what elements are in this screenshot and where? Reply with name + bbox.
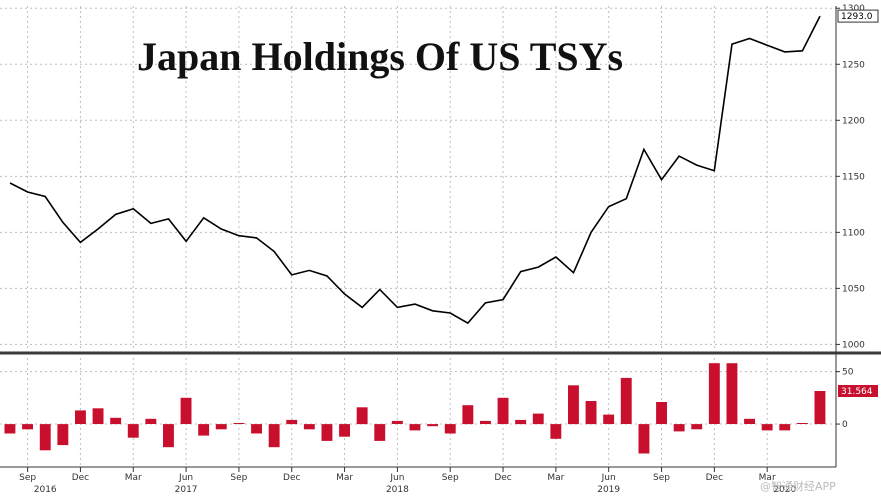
change-bar: [761, 424, 773, 431]
lower-grid: [0, 358, 836, 466]
change-bar: [515, 419, 527, 425]
change-bar: [233, 423, 245, 424]
change-bar: [532, 413, 544, 425]
x-year-label: 2016: [34, 485, 57, 495]
change-last-value-badge: 31.564: [838, 385, 878, 397]
change-bar: [180, 397, 192, 424]
change-bar: [374, 424, 386, 441]
change-bar: [656, 402, 667, 424]
change-bar: [480, 420, 491, 424]
change-bar: [22, 424, 33, 430]
upper-y-tick-label: 1200: [842, 116, 865, 126]
change-bar: [673, 424, 685, 432]
change-bar: [163, 424, 174, 448]
change-bar: [708, 363, 720, 424]
x-month-label: Dec: [72, 473, 89, 483]
change-bar: [620, 377, 632, 424]
x-month-label: Dec: [494, 473, 511, 483]
change-bar: [691, 424, 703, 430]
x-year-label: 2018: [386, 485, 409, 495]
x-month-label: Sep: [442, 473, 459, 483]
change-bar: [110, 417, 122, 425]
change-bar: [779, 424, 791, 431]
change-bar: [497, 397, 509, 424]
upper-y-tick-label: 1300: [842, 4, 865, 14]
change-bar: [356, 407, 368, 425]
upper-y-axis: 1000 1050 1100 1150 1200 1250 1300: [836, 4, 865, 350]
change-bar: [286, 419, 298, 425]
lower-y-axis: 0 50: [836, 368, 854, 430]
change-bar: [462, 405, 474, 425]
change-last-value: 31.564: [841, 387, 873, 397]
change-bar: [603, 414, 615, 424]
change-bar: [145, 418, 157, 424]
change-bar: [638, 424, 650, 454]
change-bar: [391, 420, 403, 424]
x-month-label: Jun: [178, 473, 193, 483]
change-bar: [75, 410, 86, 424]
change-bar: [215, 424, 227, 430]
change-bar: [585, 401, 597, 425]
change-bar: [4, 424, 16, 434]
holdings-line: [9, 15, 821, 325]
x-month-label: Mar: [336, 473, 353, 483]
upper-y-tick-label: 1250: [842, 60, 865, 70]
change-bar: [268, 424, 280, 448]
chart-title: Japan Holdings Of US TSYs: [137, 34, 623, 79]
monthly-change-bars: [4, 363, 826, 454]
watermark: @智通财经APP: [760, 479, 836, 493]
change-bar: [127, 424, 139, 438]
change-bar: [427, 424, 439, 427]
change-bar: [198, 424, 210, 436]
change-bar: [744, 418, 755, 424]
x-month-label: Jun: [389, 473, 404, 483]
change-bar: [251, 424, 262, 434]
x-month-label: Dec: [706, 473, 723, 483]
upper-grid: [0, 6, 836, 350]
x-year-label: 2020: [773, 485, 796, 495]
holdings-last-value: 1293.0: [841, 12, 873, 22]
x-year-label: 2019: [597, 485, 620, 495]
change-bar: [303, 424, 315, 430]
change-bar: [321, 424, 333, 441]
change-bar: [92, 408, 104, 424]
change-bar: [39, 424, 51, 451]
holdings-last-value-badge: 1293.0: [837, 9, 879, 23]
change-bar: [550, 424, 562, 439]
x-month-label: Mar: [547, 473, 564, 483]
upper-y-tick-label: 1050: [842, 284, 865, 294]
lower-y-tick-label: 0: [842, 420, 848, 430]
change-bar: [568, 385, 579, 425]
x-month-label: Sep: [19, 473, 36, 483]
change-bar: [57, 424, 69, 446]
x-month-label: Mar: [759, 473, 776, 483]
change-bar: [409, 424, 421, 431]
x-month-label: Jun: [601, 473, 616, 483]
change-bar: [726, 363, 738, 424]
upper-y-tick-label: 1000: [842, 340, 865, 350]
x-month-label: Dec: [283, 473, 300, 483]
x-axis: Sep Dec Mar Jun Sep Dec Mar Jun Sep Dec Mar Jun Sep D…: [19, 467, 797, 495]
x-month-label: Sep: [653, 473, 670, 483]
x-month-label: Mar: [125, 473, 142, 483]
change-bar: [814, 391, 826, 425]
x-year-label: 2017: [175, 485, 198, 495]
lower-y-tick-label: 50: [842, 368, 854, 378]
upper-y-tick-label: 1100: [842, 228, 865, 238]
x-month-label: Sep: [230, 473, 247, 483]
change-badge-box: [838, 385, 878, 397]
holdings-badge-box: [837, 9, 879, 23]
change-bar: [339, 424, 350, 437]
upper-y-tick-label: 1150: [842, 172, 865, 182]
change-bar: [796, 423, 808, 424]
change-bar: [444, 424, 456, 434]
